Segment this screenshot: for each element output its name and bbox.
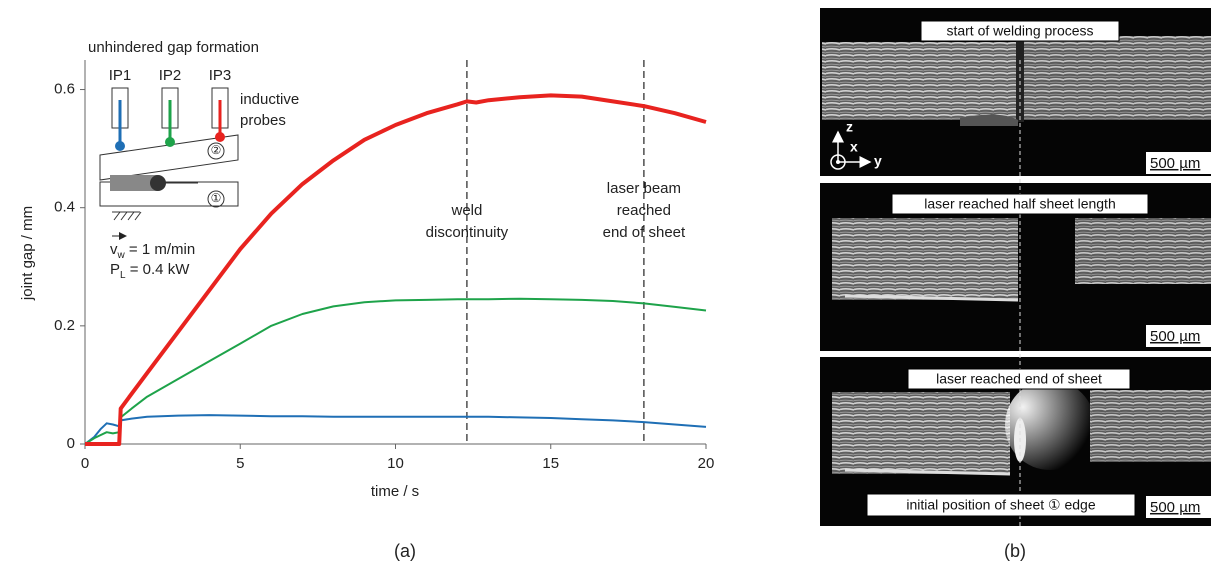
axis-label: z bbox=[846, 119, 853, 135]
y-tick-label: 0.4 bbox=[54, 199, 75, 216]
x-tick-label: 10 bbox=[387, 455, 404, 472]
probe-tip bbox=[215, 132, 225, 142]
axis-label: y bbox=[874, 153, 882, 169]
probe-note: probes bbox=[240, 112, 286, 129]
scale-bar: 500 µm bbox=[1150, 499, 1200, 516]
axis-out bbox=[830, 154, 846, 170]
sheet-2 bbox=[99, 134, 239, 181]
legend-label: IP1 bbox=[109, 67, 132, 84]
caption: laser reached end of sheet bbox=[936, 371, 1102, 387]
edge-note: initial position of sheet ① edge bbox=[906, 497, 1095, 513]
probe-note: inductive bbox=[240, 91, 299, 108]
y-tick-label: 0.6 bbox=[54, 81, 75, 98]
sheet-marker bbox=[207, 190, 225, 208]
y-tick-label: 0 bbox=[67, 435, 75, 452]
sheet-label: ① bbox=[211, 191, 222, 205]
annotation: reached bbox=[617, 202, 671, 219]
frame-1 bbox=[820, 8, 1211, 176]
panel-label: (a) bbox=[394, 541, 416, 561]
axis-out bbox=[836, 160, 840, 164]
y-tick-label: 0.2 bbox=[54, 317, 75, 334]
x-tick-label: 20 bbox=[698, 455, 715, 472]
scale-bar: 500 µm bbox=[1150, 155, 1200, 172]
speed: vw = 1 m/min bbox=[110, 241, 195, 261]
caption: laser reached half sheet length bbox=[924, 196, 1115, 212]
clamp-hatch bbox=[112, 211, 142, 221]
x-tick-label: 5 bbox=[236, 455, 244, 472]
annotation: weld bbox=[450, 202, 482, 219]
legend-label: IP3 bbox=[209, 67, 232, 84]
series-line bbox=[84, 297, 707, 445]
x-axis-label: time / s bbox=[371, 483, 419, 500]
scale-bar: 500 µm bbox=[1150, 328, 1200, 345]
sheet-marker bbox=[207, 142, 225, 160]
power: PL = 0.4 kW bbox=[110, 261, 190, 281]
beam-spot bbox=[150, 175, 166, 191]
chart-title: unhindered gap formation bbox=[88, 39, 259, 56]
annotation: end of sheet bbox=[603, 224, 686, 241]
axis-label: x bbox=[850, 139, 858, 155]
series-line bbox=[85, 93, 707, 446]
x-tick-label: 0 bbox=[81, 455, 89, 472]
caption: start of welding process bbox=[946, 23, 1093, 39]
y-axis-label: joint gap / mm bbox=[19, 206, 36, 301]
weld-seam bbox=[110, 175, 158, 191]
series-line bbox=[84, 414, 707, 445]
image-panels: z x y start of welding process laser rea… bbox=[820, 8, 1211, 561]
sheet-label: ② bbox=[211, 143, 222, 157]
x-tick-label: 15 bbox=[542, 455, 559, 472]
annotation: discontinuity bbox=[426, 224, 509, 241]
inset: ② ① inductive probes vw = 1 m/min PL = 0… bbox=[99, 87, 299, 281]
probe-tip bbox=[165, 137, 175, 147]
probe-tip bbox=[115, 141, 125, 151]
panel-label: (b) bbox=[1004, 541, 1026, 561]
legend-label: IP2 bbox=[159, 67, 182, 84]
annotation: laser beam bbox=[607, 180, 681, 197]
